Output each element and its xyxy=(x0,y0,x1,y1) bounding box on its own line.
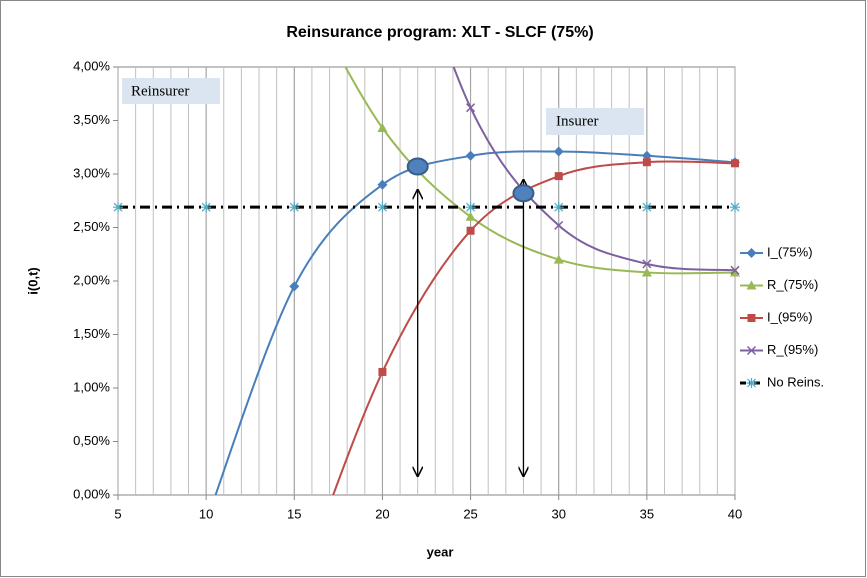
annotation-box xyxy=(546,108,644,135)
legend-label: R_(75%) xyxy=(767,277,818,292)
y-tick-label: 4,00% xyxy=(73,58,110,73)
point xyxy=(289,281,300,292)
point xyxy=(642,259,652,269)
annotation: Reinsurer xyxy=(131,83,189,99)
y-tick-label: 0,50% xyxy=(73,433,110,448)
point xyxy=(113,202,123,213)
x-tick-label: 5 xyxy=(114,506,121,521)
point xyxy=(201,202,212,213)
point xyxy=(554,172,563,181)
point xyxy=(465,211,476,221)
point xyxy=(377,122,388,132)
legend-label: I_(95%) xyxy=(767,309,813,324)
point xyxy=(466,226,475,235)
point xyxy=(553,146,564,157)
annotation-box xyxy=(122,78,220,104)
point xyxy=(746,345,757,356)
point xyxy=(730,265,740,275)
point xyxy=(377,179,388,190)
point xyxy=(553,254,564,264)
x-tick-label: 30 xyxy=(551,506,565,521)
series-line xyxy=(452,67,735,272)
x-axis-label: year xyxy=(427,544,454,559)
point xyxy=(641,267,652,277)
point xyxy=(731,159,739,168)
x-tick-label: 40 xyxy=(728,506,742,521)
point xyxy=(747,314,756,322)
point xyxy=(377,202,388,213)
chart-title: Reinsurance program: XLT - SLCF (75%) xyxy=(286,24,593,41)
x-tick-label: 10 xyxy=(199,506,213,521)
y-tick-label: 3,00% xyxy=(73,165,110,180)
point xyxy=(466,103,476,113)
y-tick-label: 0,00% xyxy=(73,486,110,501)
legend-label: R_(95%) xyxy=(767,342,818,357)
point xyxy=(289,202,300,213)
point xyxy=(642,158,651,167)
point xyxy=(730,202,740,213)
x-tick-label: 35 xyxy=(640,506,654,521)
point xyxy=(746,248,757,258)
intersection xyxy=(512,184,535,203)
point xyxy=(465,202,476,213)
point xyxy=(378,367,387,376)
y-tick-label: 2,00% xyxy=(73,272,110,287)
point xyxy=(641,202,652,213)
x-tick-label: 25 xyxy=(463,506,477,521)
annotation: Insurer xyxy=(556,113,598,129)
legend-label: I_(75%) xyxy=(767,244,813,259)
point xyxy=(746,280,757,290)
point xyxy=(553,202,564,213)
point xyxy=(554,220,564,230)
intersection xyxy=(406,157,429,176)
point xyxy=(730,267,740,277)
legend-label: No Reins. xyxy=(767,374,824,389)
y-axis-label: i(0,t) xyxy=(25,267,40,294)
point xyxy=(746,378,757,388)
x-tick-label: 15 xyxy=(287,506,301,521)
plot-area xyxy=(117,66,736,496)
x-tick-label: 20 xyxy=(375,506,389,521)
y-tick-label: 3,50% xyxy=(73,112,110,127)
point xyxy=(465,150,476,161)
y-tick-label: 2,50% xyxy=(73,219,110,234)
y-tick-label: 1,50% xyxy=(73,326,110,341)
y-tick-label: 1,00% xyxy=(73,379,110,394)
